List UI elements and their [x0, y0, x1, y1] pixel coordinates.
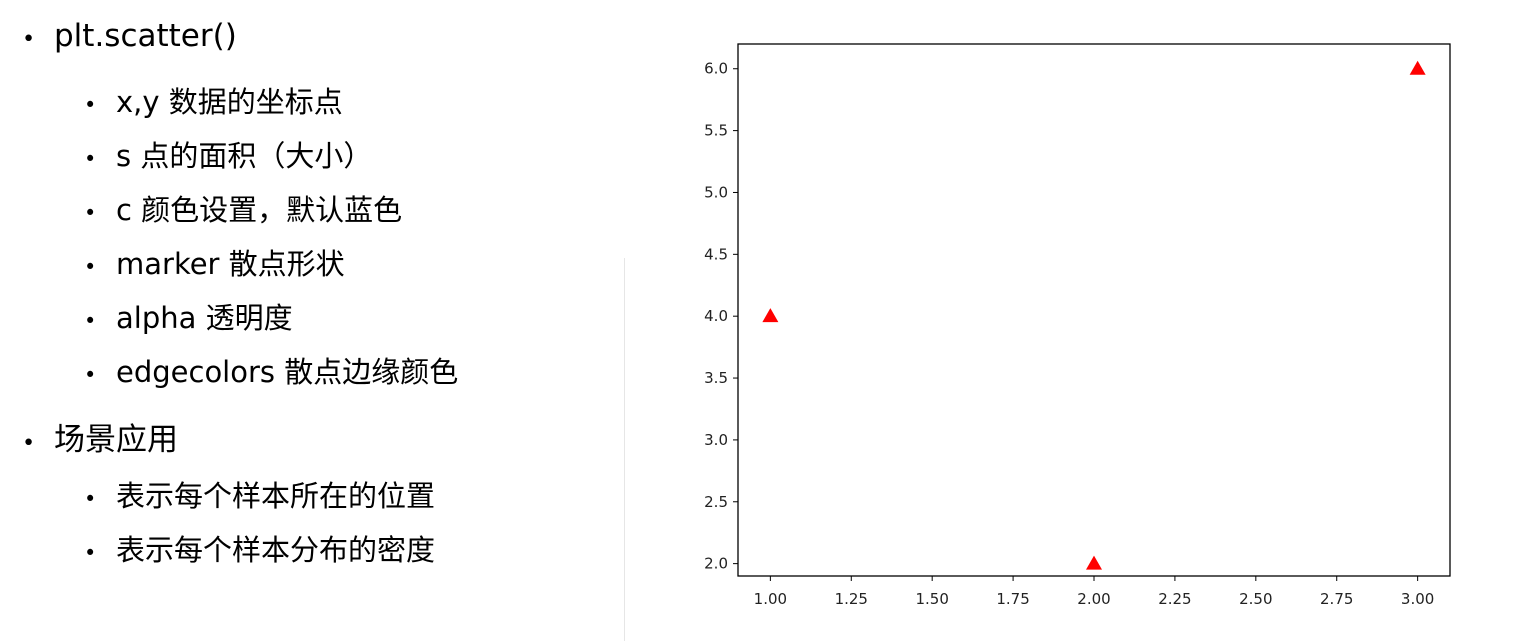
bullet-dot-icon: • — [84, 147, 97, 171]
scatter-chart: 2.0 2.5 3.0 3.5 4.0 4.5 5.0 5.5 6.0 1.00 1.25 1.50… — [660, 20, 1500, 635]
bullet-text: alpha 透明度 — [116, 301, 293, 335]
data-points — [762, 60, 1426, 570]
bullet-dot-icon: • — [84, 487, 97, 511]
y-tick-label: 2.0 — [704, 555, 728, 573]
x-tick-label: 2.25 — [1158, 590, 1191, 608]
chart-svg: 2.0 2.5 3.0 3.5 4.0 4.5 5.0 5.5 6.0 1.00 1.25 1.50… — [704, 43, 1451, 608]
x-tick-label: 1.25 — [835, 590, 868, 608]
x-tick-label: 1.75 — [996, 590, 1029, 608]
y-tick-label: 3.5 — [704, 369, 728, 387]
bullet-text: c 颜色设置，默认蓝色 — [116, 193, 403, 227]
scatter-point — [1409, 60, 1426, 75]
bullet-item: • x,y 数据的坐标点 — [84, 79, 343, 121]
y-tick-label: 2.5 — [704, 493, 728, 511]
x-tick-label: 1.00 — [754, 590, 787, 608]
bullet-text: s 点的面积（大小） — [116, 139, 373, 173]
bullet-dot-icon: • — [84, 201, 97, 225]
bullet-text: edgecolors 散点边缘颜色 — [116, 355, 459, 389]
x-tick-label: 1.50 — [915, 590, 948, 608]
x-tick-label: 2.75 — [1320, 590, 1353, 608]
bullet-dot-icon: • — [84, 363, 97, 387]
y-tick-label: 5.0 — [704, 183, 728, 201]
x-axis: 1.00 1.25 1.50 1.75 2.00 2.25 2.50 2.75 3.00 — [754, 576, 1434, 608]
bullet-item: • s 点的面积（大小） — [84, 133, 372, 175]
x-tick-label: 2.00 — [1077, 590, 1110, 608]
bullet-text: 场景应用 — [54, 422, 178, 458]
bullet-item: • marker 散点形状 — [84, 241, 345, 283]
plot-area — [737, 43, 1451, 577]
y-tick-label: 3.0 — [704, 431, 728, 449]
y-tick-label: 4.5 — [704, 245, 728, 263]
bullet-dot-icon: • — [84, 309, 97, 333]
bullet-item: • 表示每个样本分布的密度 — [84, 527, 435, 569]
divider — [624, 258, 625, 641]
bullet-dot-icon: • — [84, 255, 97, 279]
y-tick-label: 5.5 — [704, 122, 728, 140]
bullet-dot-icon: • — [84, 93, 97, 117]
scatter-point — [762, 308, 779, 323]
bullet-text: marker 散点形状 — [116, 247, 345, 281]
bullet-dot-icon: • — [22, 430, 36, 456]
bullet-item: • alpha 透明度 — [84, 295, 293, 337]
y-tick-label: 6.0 — [704, 60, 728, 78]
bullet-item: • 表示每个样本所在的位置 — [84, 473, 435, 515]
bullet-dot-icon: • — [22, 26, 36, 52]
bullet-item: • c 颜色设置，默认蓝色 — [84, 187, 402, 229]
scatter-point — [1086, 555, 1102, 570]
x-tick-label: 3.00 — [1401, 590, 1434, 608]
bullet-item: • plt.scatter() — [22, 18, 237, 54]
bullet-item: • edgecolors 散点边缘颜色 — [84, 349, 458, 391]
bullet-text: plt.scatter() — [54, 18, 237, 54]
slide-bullet-list: • plt.scatter() • x,y 数据的坐标点 • s 点的面积（大小… — [0, 0, 620, 641]
bullet-text: 表示每个样本分布的密度 — [116, 533, 436, 567]
x-tick-label: 2.50 — [1239, 590, 1272, 608]
bullet-dot-icon: • — [84, 541, 97, 565]
bullet-item: • 场景应用 — [22, 414, 178, 459]
bullet-text: 表示每个样本所在的位置 — [116, 479, 436, 513]
y-axis: 2.0 2.5 3.0 3.5 4.0 4.5 5.0 5.5 6.0 — [704, 60, 738, 573]
bullet-text: x,y 数据的坐标点 — [116, 85, 343, 119]
y-tick-label: 4.0 — [704, 307, 728, 325]
